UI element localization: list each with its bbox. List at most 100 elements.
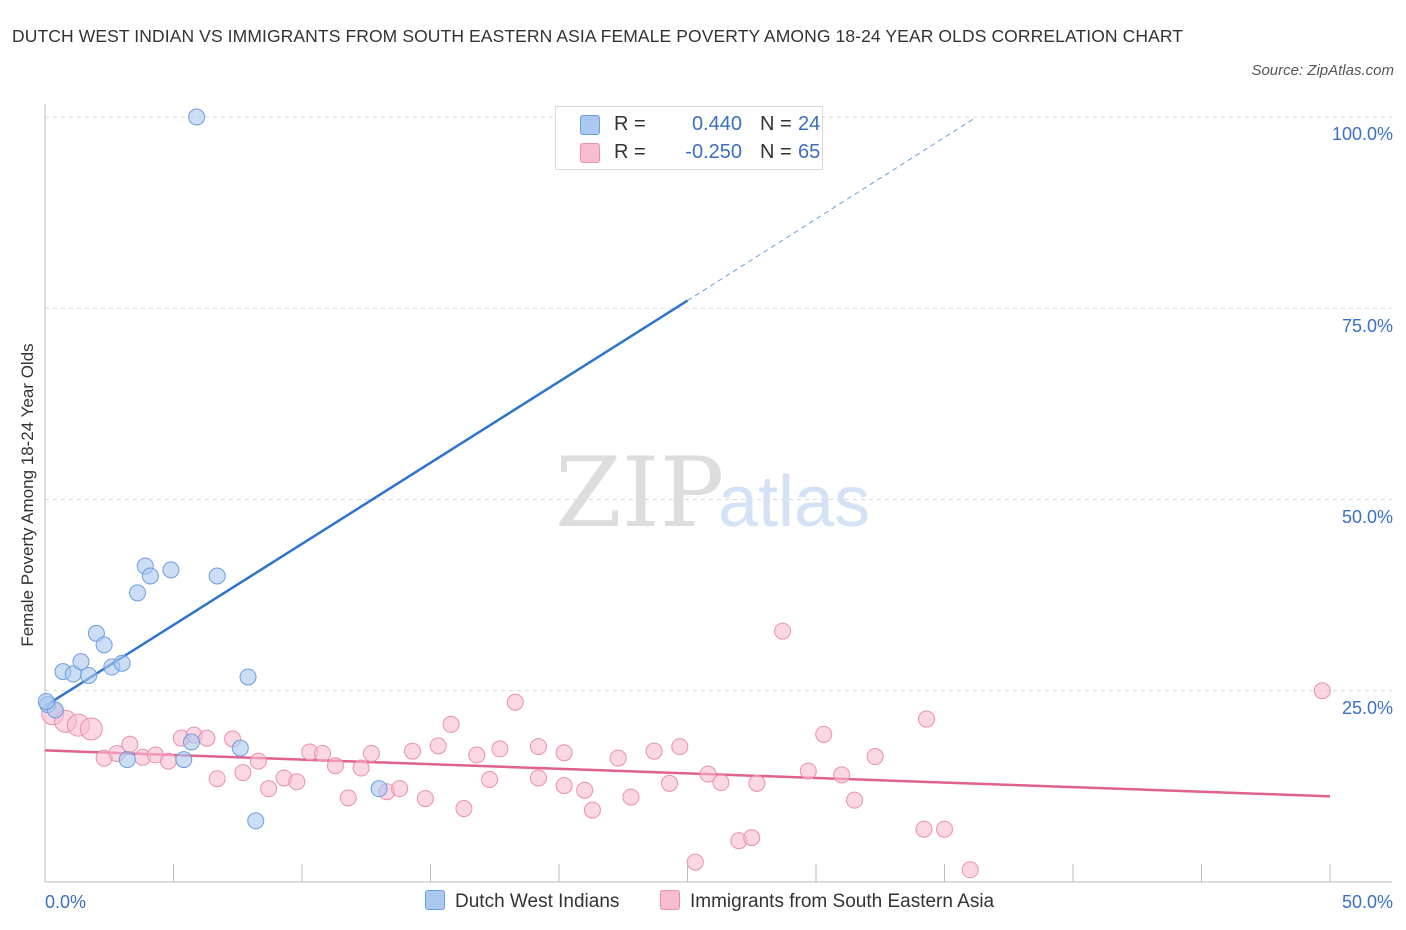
point-immigrants xyxy=(208,770,226,788)
point-immigrants xyxy=(555,744,573,762)
point-immigrants xyxy=(260,780,278,798)
point-immigrants xyxy=(79,717,103,741)
point-immigrants xyxy=(249,752,267,770)
point-immigrants xyxy=(198,729,216,747)
point-immigrants xyxy=(622,788,640,806)
point-immigrants xyxy=(506,693,524,711)
y-tick-label: 100.0% xyxy=(1332,124,1393,144)
trend-line-dutch-extension xyxy=(687,117,976,302)
point-immigrants xyxy=(866,748,884,766)
point-immigrants xyxy=(529,769,547,787)
point-immigrants xyxy=(429,737,447,755)
point-immigrants xyxy=(671,738,689,756)
bottom-legend-label: Immigrants from South Eastern Asia xyxy=(690,891,995,912)
point-immigrants xyxy=(339,789,357,807)
point-dutch xyxy=(95,636,113,654)
point-immigrants xyxy=(362,744,380,762)
point-immigrants xyxy=(815,725,833,743)
tick-labels: 100.0% 75.0% 50.0% 25.0% 0.0% 50.0% xyxy=(45,124,1393,912)
point-immigrants xyxy=(234,764,252,782)
point-dutch xyxy=(80,666,98,684)
point-dutch xyxy=(247,812,265,830)
point-immigrants xyxy=(468,746,486,764)
point-dutch xyxy=(231,739,249,757)
point-immigrants xyxy=(609,749,627,767)
point-immigrants xyxy=(699,765,717,783)
point-dutch xyxy=(208,567,226,585)
legend-n-label: N = xyxy=(760,141,792,163)
point-immigrants xyxy=(455,800,473,818)
point-dutch xyxy=(188,108,206,126)
legend-n-value: 65 xyxy=(798,141,821,163)
legend-r-label: R = xyxy=(614,113,646,135)
point-immigrants xyxy=(583,801,601,819)
point-immigrants xyxy=(481,770,499,788)
point-dutch xyxy=(182,733,200,751)
point-immigrants xyxy=(391,780,409,798)
y-tick-label: 25.0% xyxy=(1342,698,1393,718)
point-immigrants xyxy=(748,774,766,792)
legend-swatch-blue xyxy=(580,115,600,135)
bottom-legend-dutch: Dutch West Indians xyxy=(425,888,619,916)
point-immigrants xyxy=(915,820,933,838)
legend-n-label: N = xyxy=(760,113,792,135)
bottom-legend-swatch-blue xyxy=(425,890,445,910)
point-immigrants xyxy=(774,622,792,640)
point-immigrants xyxy=(159,752,177,770)
point-immigrants xyxy=(1313,682,1331,700)
point-immigrants xyxy=(961,861,979,879)
bottom-legend-label: Dutch West Indians xyxy=(455,891,620,912)
y-tick-label: 50.0% xyxy=(1342,507,1393,527)
trend-line-dutch xyxy=(44,299,689,708)
watermark-atlas: atlas xyxy=(718,462,870,542)
x-tick-label: 50.0% xyxy=(1342,892,1393,912)
point-immigrants xyxy=(529,738,547,756)
point-immigrants xyxy=(918,710,936,728)
point-immigrants xyxy=(404,742,422,760)
series-immigrants-points xyxy=(41,622,1331,879)
gridlines xyxy=(45,116,1392,692)
point-immigrants xyxy=(576,781,594,799)
bottom-legend-swatch-pink xyxy=(660,890,680,910)
point-immigrants xyxy=(288,773,306,791)
point-immigrants xyxy=(712,774,730,792)
point-immigrants xyxy=(326,757,344,775)
point-immigrants xyxy=(416,790,434,808)
legend-r-label: R = xyxy=(614,141,646,163)
chart-title: DUTCH WEST INDIAN VS IMMIGRANTS FROM SOU… xyxy=(12,26,1184,46)
point-immigrants xyxy=(661,774,679,792)
axes xyxy=(44,104,1392,883)
point-immigrants xyxy=(555,777,573,795)
point-dutch xyxy=(162,561,180,579)
watermark-zip: ZIP xyxy=(555,437,724,549)
point-immigrants xyxy=(846,791,864,809)
y-tick-label: 75.0% xyxy=(1342,316,1393,336)
point-immigrants xyxy=(491,740,509,758)
point-dutch xyxy=(175,751,193,769)
correlation-legend: R = 0.440 N = 24 R = -0.250 N = 65 xyxy=(555,106,823,170)
point-immigrants xyxy=(442,715,460,733)
bottom-legend-immigrants: Immigrants from South Eastern Asia xyxy=(660,888,994,916)
point-dutch xyxy=(239,668,257,686)
point-immigrants xyxy=(645,742,663,760)
source-label: Source: ZipAtlas.com xyxy=(1251,62,1394,79)
point-dutch xyxy=(141,567,159,585)
point-immigrants xyxy=(833,766,851,784)
point-dutch xyxy=(72,653,90,671)
point-dutch xyxy=(370,780,388,798)
x-tick-label: 0.0% xyxy=(45,892,86,912)
legend-swatch-pink xyxy=(580,143,600,163)
legend-r-value: 0.440 xyxy=(691,113,742,135)
point-dutch xyxy=(113,654,131,672)
series-dutch-points xyxy=(37,108,388,830)
point-dutch xyxy=(118,751,136,769)
point-immigrants xyxy=(743,829,761,847)
point-dutch xyxy=(129,584,147,602)
point-immigrants xyxy=(121,735,139,753)
legend-n-value: 24 xyxy=(798,113,821,135)
point-immigrants xyxy=(799,762,817,780)
point-immigrants xyxy=(686,853,704,871)
legend-r-value: -0.250 xyxy=(685,141,742,163)
